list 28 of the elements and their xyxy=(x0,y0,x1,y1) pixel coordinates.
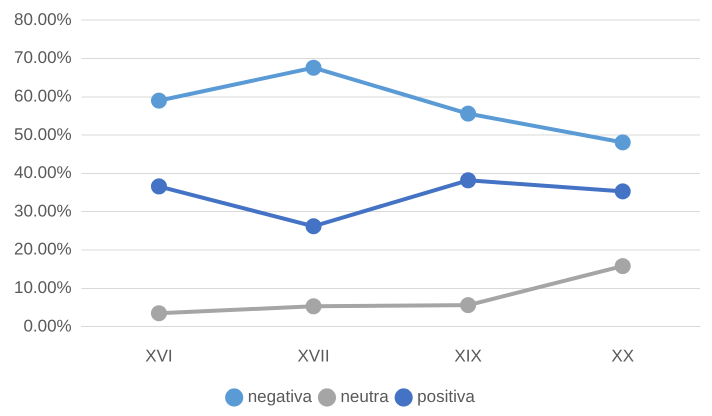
legend-label: negativa xyxy=(248,387,313,406)
y-tick-label: 80.00% xyxy=(14,10,72,29)
point xyxy=(460,297,476,314)
y-tick-label: 30.00% xyxy=(14,201,72,220)
point xyxy=(150,178,167,194)
legend-label: positiva xyxy=(417,387,476,406)
point xyxy=(150,305,167,322)
point xyxy=(614,183,631,200)
y-tick-label: 10.00% xyxy=(14,278,72,297)
point xyxy=(614,258,631,274)
x-tick-label: XVII xyxy=(297,346,330,366)
y-tick-label: 70.00% xyxy=(14,48,72,68)
x-tick-label: XIX xyxy=(454,346,482,366)
point xyxy=(306,298,322,314)
y-tick-label: 40.00% xyxy=(14,163,72,182)
point xyxy=(614,134,631,150)
y-tick-label: 60.00% xyxy=(14,86,72,106)
point xyxy=(306,218,322,234)
y-tick-label: 0.00% xyxy=(23,316,72,336)
x-tick-label: XX xyxy=(611,346,634,366)
x-tick-label: XVI xyxy=(145,346,173,366)
y-tick-label: 50.00% xyxy=(14,124,72,144)
y-tick-label: 20.00% xyxy=(14,240,72,259)
point xyxy=(460,172,476,188)
legend-label: neutra xyxy=(340,387,390,406)
point xyxy=(460,106,476,122)
point xyxy=(150,92,167,109)
point xyxy=(306,60,322,76)
